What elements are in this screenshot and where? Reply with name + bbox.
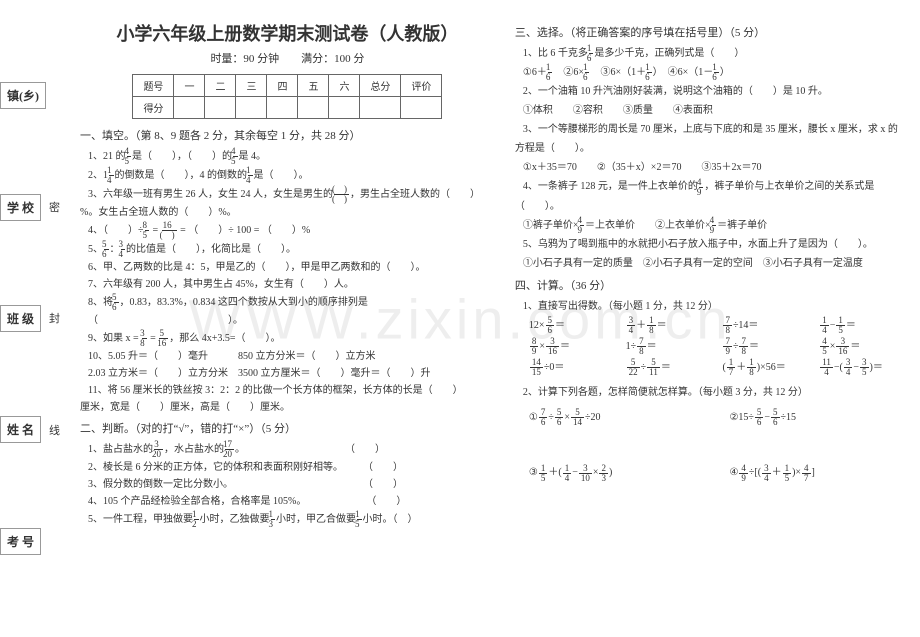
calc-cell: 79÷78＝ — [722, 337, 813, 356]
calc-cell: 45×316＝ — [819, 337, 910, 356]
calc-cell: 14−15＝ — [819, 316, 910, 335]
calc-cell: 1÷78＝ — [626, 337, 717, 356]
td: 得分 — [133, 97, 174, 119]
content-area: 小学六年级上册数学期末测试卷（人教版） 时量：90 分钟 满分：100 分 题号… — [80, 0, 920, 637]
section-4-head: 四、计算。（36 分） — [515, 277, 910, 293]
q-3-4: 4、一条裤子 128 元，是一件上衣单价的49，裤子单价与上衣单价之间的关系式是 — [527, 177, 910, 196]
left-column: 小学六年级上册数学期末测试卷（人教版） 时量：90 分钟 满分：100 分 题号… — [80, 20, 495, 627]
page-title: 小学六年级上册数学期末测试卷（人教版） — [80, 20, 495, 46]
q-1-3b: %。女生占全班人数的（ ）%。 — [80, 204, 495, 221]
page-root: 镇(乡) 学 校 密 班 级 封 姓 名 线 考 号 小学六年级上册数学期末测试… — [0, 0, 920, 637]
right-column: 三、选择。（将正确答案的序号填在括号里）（5 分） 1、比 6 千克多16是多少… — [515, 20, 910, 627]
q-3-1: 1、比 6 千克多16是多少千克，正确列式是（ ） — [527, 44, 910, 63]
calc-cell: ②15÷56−56÷15 — [729, 408, 910, 427]
table-row: 题号 一 二 三 四 五 六 总分 评价 — [133, 75, 442, 97]
q-1-10: 10、5.05 升＝（ ）毫升 850 立方分米＝（ ）立方米 — [92, 348, 495, 365]
th: 评价 — [401, 75, 442, 97]
calc-cell: ①76÷56×514÷20 — [529, 408, 710, 427]
q-3-5o: ①小石子具有一定的质量 ②小石子具有一定的空间 ③小石子具有一定温度 — [527, 254, 910, 273]
sidebar-box-town: 镇(乡) — [0, 82, 46, 109]
q-3-3o: ①x＋35＝70 ②（35＋x）×2＝70 ③35＋2x＝70 — [527, 158, 910, 177]
page-subtitle: 时量：90 分钟 满分：100 分 — [80, 50, 495, 66]
calc-cell: 114−(34−35)＝ — [819, 358, 910, 377]
q-3-3b: 方程是（ ）。 — [515, 139, 910, 158]
q-3-2o: ①体积 ②容积 ③质量 ④表面积 — [527, 101, 910, 120]
calc-cell: 12×56＝ — [529, 316, 620, 335]
q-1-4: 4、（ ）÷85 = 16( ) = （ ）÷ 100 = （ ）% — [92, 221, 495, 240]
q-3-1o: ①6＋16 ②6×16 ③6×（1＋16） ④6×（1－16） — [527, 63, 910, 82]
table-row: 得分 — [133, 97, 442, 119]
calc-cell: 1415÷0＝ — [529, 358, 620, 377]
calc-cell: 89×316＝ — [529, 337, 620, 356]
sidebar: 镇(乡) 学 校 密 班 级 封 姓 名 线 考 号 — [0, 0, 80, 637]
s4-sub2: 2、计算下列各题，怎样简便就怎样算。（每小题 3 分，共 12 分） — [527, 383, 910, 402]
th: 六 — [329, 75, 360, 97]
q-1-8b: （ ）。 — [92, 312, 495, 329]
q-1-11b: 厘米，宽是（ ）厘米，高是（ ）厘米。 — [80, 399, 495, 416]
th: 二 — [205, 75, 236, 97]
calc-grid-1: 12×56＝ 34＋18＝ 78÷14＝ 14−15＝ 89×316＝ 1÷78… — [529, 316, 910, 378]
q-2-3: 3、假分数的倒数一定比分数小。 （ ） — [92, 476, 495, 493]
score-table: 题号 一 二 三 四 五 六 总分 评价 得分 — [132, 74, 442, 119]
q-1-1: 1、21 的45是（ ），（ ）的45是 4。 — [92, 147, 495, 166]
calc-grid-2: ①76÷56×514÷20 ②15÷56−56÷15 — [529, 408, 910, 427]
q-3-4c: （ ）。 — [515, 197, 910, 216]
q-1-5: 5、56：34的比值是（ ），化简比是（ ）。 — [92, 240, 495, 259]
calc-grid-3: ③15＋(14−310×23) ④49÷[(34＋15)×47] — [529, 463, 910, 482]
q-1-9: 9、如果 x = 38 = 516，那么 4x+3.5=（ ）。 — [92, 329, 495, 348]
q-3-4o: ①裤子单价×49＝上衣单价 ②上衣单价×49＝裤子单价 — [527, 216, 910, 235]
th: 一 — [174, 75, 205, 97]
q-1-10b: 2.03 立方米＝（ ）立方分米 3500 立方厘米＝（ ）毫升＝（ ）升 — [92, 365, 495, 382]
q-1-8: 8、将56，0.83，83.3%，0.834 这四个数按从大到小的顺序排列是 — [92, 293, 495, 312]
q-2-4: 4、105 个产品经检验全部合格，合格率是 105%。 （ ） — [92, 493, 495, 510]
q-3-5: 5、乌鸦为了喝到瓶中的水就把小石子放入瓶子中，水面上升了是因为（ ）。 — [527, 235, 910, 254]
calc-cell: (17＋18)×56＝ — [722, 358, 813, 377]
q-1-6: 6、甲、乙两数的比是 4：5，甲是乙的（ ），甲是甲乙两数和的（ ）。 — [92, 259, 495, 276]
sidebar-box-class: 班 级 — [0, 305, 41, 332]
calc-cell: 34＋18＝ — [626, 316, 717, 335]
seal-char-2: 封 — [49, 310, 60, 326]
q-3-2: 2、一个油箱 10 升汽油刚好装满，说明这个油箱的（ ）是 10 升。 — [527, 82, 910, 101]
q-2-5: 5、一件工程，甲独做要12小时，乙独做要13小时，甲乙合做要15小时。（ ） — [92, 510, 495, 529]
th: 三 — [236, 75, 267, 97]
q-1-7: 7、六年级有 200 人，其中男生占 45%，女生有（ ）人。 — [92, 276, 495, 293]
q-1-3: 3、六年级一班有男生 26 人，女生 24 人，女生是男生的( )( )，男生占… — [92, 185, 495, 204]
sidebar-box-school: 学 校 — [0, 194, 41, 221]
calc-cell: 78÷14＝ — [722, 316, 813, 335]
q-2-1: 1、盐占盐水的320，水占盐水的1720。 （ ） — [92, 440, 495, 459]
th: 四 — [267, 75, 298, 97]
section-2-head: 二、判断。（对的打“√”，错的打“×”）（5 分） — [80, 420, 495, 436]
q-3-3: 3、一个等腰梯形的周长是 70 厘米，上底与下底的和是 35 厘米，腰长 x 厘… — [527, 120, 910, 139]
s4-sub1: 1、直接写出得数。（每小题 1 分，共 12 分） — [527, 297, 910, 316]
section-1-head: 一、填空。（第 8、9 题各 2 分，其余每空 1 分，共 28 分） — [80, 127, 495, 143]
seal-char-1: 密 — [49, 199, 60, 215]
seal-char-3: 线 — [49, 422, 60, 438]
th: 五 — [298, 75, 329, 97]
sidebar-box-id: 考 号 — [0, 528, 41, 555]
section-3-head: 三、选择。（将正确答案的序号填在括号里）（5 分） — [515, 24, 910, 40]
q-1-2: 2、114的倒数是（ ），4 的倒数的14是（ ）。 — [92, 166, 495, 185]
calc-cell: ④49÷[(34＋15)×47] — [729, 463, 910, 482]
sidebar-box-name: 姓 名 — [0, 416, 41, 443]
th: 题号 — [133, 75, 174, 97]
th: 总分 — [360, 75, 401, 97]
q-1-11: 11、将 56 厘米长的铁丝按 3：2：2 的比做一个长方体的框架，长方体的长是… — [92, 382, 495, 399]
q-2-2: 2、棱长是 6 分米的正方体，它的体积和表面积刚好相等。 （ ） — [92, 459, 495, 476]
calc-cell: 522÷511＝ — [626, 358, 717, 377]
calc-cell: ③15＋(14−310×23) — [529, 463, 710, 482]
